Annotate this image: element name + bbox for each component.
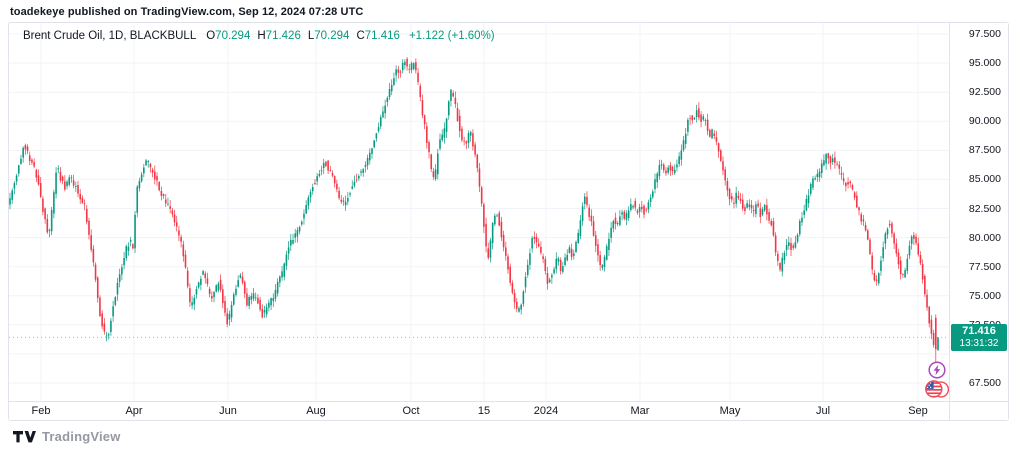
price-axis-label: 75.000	[968, 290, 1001, 302]
change-value: +1.122 (+1.60%)	[408, 30, 495, 42]
time-axis-label: Feb	[31, 405, 51, 417]
tradingview-logo-icon	[13, 430, 36, 442]
us-flag-event-icon[interactable]	[923, 378, 949, 400]
ohlc-open-label: O	[206, 30, 216, 42]
price-axis-label: 80.000	[968, 232, 1001, 244]
time-axis-label: Aug	[306, 405, 326, 417]
price-axis-label: 82.500	[968, 203, 1001, 215]
attribution-text: toadekeye published on TradingView.com, …	[10, 6, 364, 18]
time-axis-label: May	[719, 405, 741, 417]
price-axis-label: 92.500	[968, 86, 1001, 98]
chart-pane[interactable]: Brent Crude Oil, 1D, BLACKBULL O70.294 H71…	[9, 23, 949, 401]
price-axis-label: 97.500	[968, 28, 1001, 40]
bar-countdown: 13:31:32	[959, 338, 999, 349]
price-axis-label: 90.000	[968, 115, 1001, 127]
price-axis-label: 87.500	[968, 144, 1001, 156]
tradingview-logo-text: TradingView	[42, 429, 121, 444]
ohlc-close-value: 71.416	[364, 30, 400, 42]
tradingview-logo[interactable]: TradingView	[12, 429, 121, 444]
price-axis-label: 85.000	[968, 173, 1001, 185]
time-axis-label: Sep	[908, 405, 928, 417]
chart-widget: Brent Crude Oil, 1D, BLACKBULL O70.294 H71…	[8, 22, 1009, 421]
time-axis-label: 15	[477, 405, 491, 417]
time-axis-label: Jul	[815, 405, 831, 417]
symbol-legend: Brent Crude Oil, 1D, BLACKBULL O70.294 H71…	[23, 30, 495, 42]
time-axis-label: Mar	[630, 405, 650, 417]
last-price-value: 71.416	[962, 325, 996, 337]
ohlc-high-value: 71.426	[265, 30, 301, 42]
price-axis-label: 67.500	[968, 377, 1001, 389]
price-axis-label: 95.000	[968, 57, 1001, 69]
price-scale[interactable]: 71.416 13:31:32 97.500 95.000 92.500 90.000…	[949, 23, 1008, 401]
price-axis-label: 77.500	[968, 261, 1001, 273]
time-axis-label: Apr	[125, 405, 143, 417]
ohlc-low-value: 70.294	[314, 30, 350, 42]
last-price-label: 71.416 13:31:32	[951, 324, 1007, 351]
time-axis-label: Oct	[402, 405, 420, 417]
symbol-title: Brent Crude Oil, 1D, BLACKBULL	[23, 30, 197, 42]
time-axis-label: 2024	[533, 405, 559, 417]
axis-corner	[949, 401, 1008, 420]
time-axis-label: Jun	[219, 405, 237, 417]
candlestick-chart	[9, 23, 949, 401]
ohlc-high-label: H	[257, 30, 266, 42]
lightning-event-icon[interactable]	[927, 360, 947, 380]
ohlc-close-label: C	[356, 30, 365, 42]
ohlc-open-value: 70.294	[215, 30, 251, 42]
time-scale[interactable]: Feb Apr Jun Aug Oct 15 2024 Mar May Jul Sep	[9, 401, 949, 420]
ohlc-low-label: L	[307, 30, 315, 42]
